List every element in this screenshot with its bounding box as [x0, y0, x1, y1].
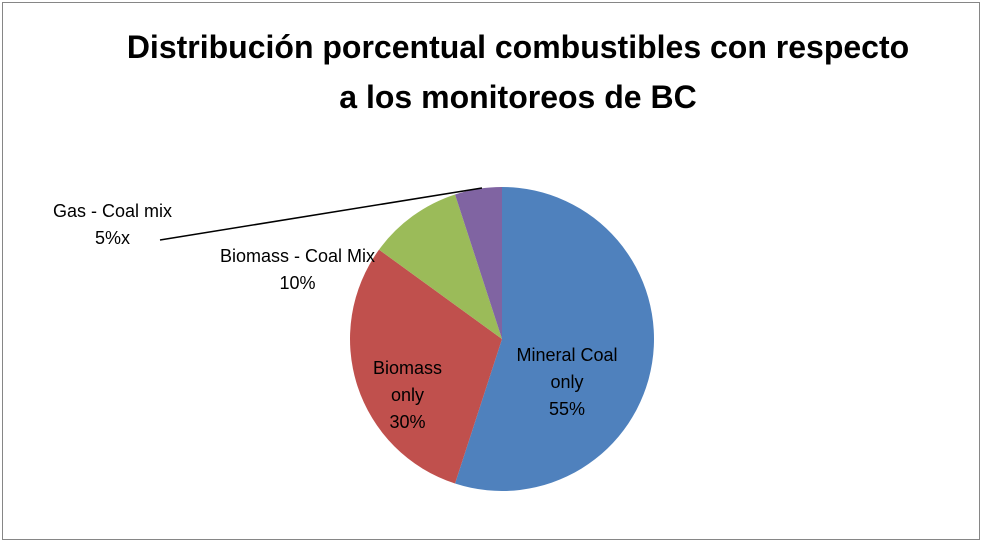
value-label: 10% [279, 273, 316, 293]
pie-slice [455, 187, 654, 491]
data-label: Mineral Coal only 55% [500, 342, 634, 423]
chart-title: Distribución porcentual combustibles con… [126, 29, 910, 115]
leader-line [159, 187, 483, 241]
data-label: Biomass - Coal Mix 10% [205, 243, 390, 297]
pie-slice [349, 249, 502, 484]
value-label: 5%x [94, 228, 130, 248]
pie-slice [379, 194, 502, 339]
category-label: Biomass only [372, 358, 443, 405]
category-label: Biomass - Coal Mix [219, 246, 376, 266]
category-label: Gas - Coal mix [52, 201, 173, 221]
category-label: Mineral Coal only [516, 345, 618, 392]
data-label: Gas - Coal mix 5%x [40, 198, 185, 252]
value-label: 55% [548, 399, 586, 419]
data-label: Biomass only 30% [355, 355, 460, 436]
value-label: 30% [389, 412, 426, 432]
pie-slice [455, 187, 502, 339]
